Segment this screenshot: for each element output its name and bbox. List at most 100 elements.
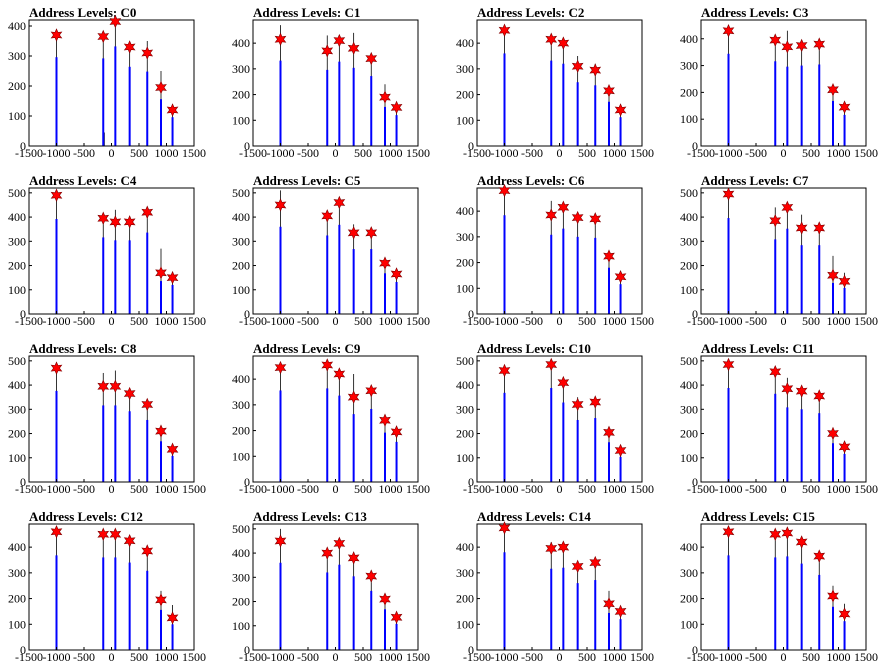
x-tick-label: 1500 xyxy=(854,482,878,496)
data-bar xyxy=(384,273,386,314)
plot-area: 0 100 200 300 400 500 -1500 -1000 -500 0 500 1000 15… xyxy=(232,186,430,328)
x-tick-label: 0 xyxy=(333,650,339,664)
data-bar xyxy=(55,555,58,650)
y-tick-label: 300 xyxy=(232,62,250,76)
data-bar xyxy=(562,228,565,314)
x-tick-label: -500 xyxy=(521,146,543,160)
y-tick-label: 300 xyxy=(456,402,474,416)
data-bar xyxy=(352,249,355,314)
x-tick-label: -1500 xyxy=(15,314,43,328)
level-marker xyxy=(166,270,179,285)
y-tick-label: 0 xyxy=(20,643,26,657)
level-marker xyxy=(498,23,511,38)
data-bar xyxy=(503,53,506,146)
x-tick-label: 500 xyxy=(130,314,148,328)
y-tick-label: 100 xyxy=(456,281,474,295)
x-tick-label: 0 xyxy=(109,650,115,664)
x-tick-label: -1000 xyxy=(43,146,71,160)
x-tick-label: -1500 xyxy=(687,482,715,496)
level-marker xyxy=(321,358,334,372)
chart-title: Address Levels: C12 xyxy=(29,509,143,524)
chart-title: Address Levels: C3 xyxy=(701,5,809,20)
chart-title: Address Levels: C8 xyxy=(29,341,137,356)
data-bar xyxy=(503,552,506,650)
data-bar xyxy=(608,101,610,146)
x-tick-label: -500 xyxy=(73,482,95,496)
x-tick-label: 500 xyxy=(578,146,596,160)
y-tick-label: 400 xyxy=(456,204,474,218)
data-bar xyxy=(326,388,329,482)
data-bar xyxy=(114,405,117,482)
data-bar xyxy=(102,405,105,482)
level-marker xyxy=(722,524,735,539)
data-bar xyxy=(279,562,282,650)
data-bar xyxy=(370,76,373,146)
level-marker xyxy=(813,549,826,563)
plot-area: 0 100 200 300 400 500 -1500 -1000 -500 0 500 1000 15… xyxy=(8,186,206,328)
x-tick-label: 1500 xyxy=(406,314,430,328)
data-bar xyxy=(800,563,803,650)
data-bar xyxy=(279,60,282,146)
level-marker xyxy=(769,33,782,47)
level-marker xyxy=(498,183,511,198)
y-tick-label: 300 xyxy=(456,62,474,76)
level-marker xyxy=(321,546,334,560)
y-tick-label: 100 xyxy=(680,451,698,465)
x-tick-label: -1000 xyxy=(43,482,71,496)
data-bar xyxy=(326,235,329,314)
y-tick-label: 100 xyxy=(456,451,474,465)
chart-panel: Address Levels: C1 0 100 200 300 400 -1500 -100… xyxy=(224,0,448,168)
x-tick-label: 1000 xyxy=(827,314,851,328)
level-marker xyxy=(769,213,782,228)
level-marker xyxy=(155,80,167,95)
x-tick-label: 0 xyxy=(557,650,563,664)
x-tick-label: -1500 xyxy=(463,314,491,328)
y-tick-label: 0 xyxy=(692,475,698,489)
x-tick-label: -1500 xyxy=(239,314,267,328)
x-tick-label: 1500 xyxy=(854,146,878,160)
level-marker xyxy=(365,51,378,66)
x-tick-label: -1500 xyxy=(463,650,491,664)
y-tick-label: 200 xyxy=(680,592,698,606)
chart-panel: Address Levels: C15 0 100 200 300 400 -1500 -10… xyxy=(672,504,896,672)
data-bar xyxy=(550,387,553,482)
y-tick-label: 100 xyxy=(456,113,474,127)
level-marker xyxy=(557,36,570,50)
data-bar xyxy=(818,413,821,482)
y-tick-label: 0 xyxy=(692,643,698,657)
x-tick-label: 1500 xyxy=(406,146,430,160)
chart-panel: Address Levels: C8 0 100 200 300 400 500 -1500-… xyxy=(0,336,224,504)
data-bar xyxy=(370,408,373,482)
level-marker xyxy=(571,59,584,74)
level-marker xyxy=(141,46,154,60)
x-tick-label: -1500 xyxy=(239,146,267,160)
level-marker xyxy=(769,527,782,542)
plot-area: 0 100 200 300 400 -1500 -1000 -500 0 500 1000 1500 xyxy=(232,19,430,160)
level-marker xyxy=(589,555,602,570)
y-tick-label: 200 xyxy=(8,592,26,606)
data-bar xyxy=(576,236,579,314)
x-tick-label: 1500 xyxy=(182,482,206,496)
x-tick-label: 0 xyxy=(109,482,115,496)
x-tick-label: 1000 xyxy=(379,314,403,328)
data-bar xyxy=(326,69,329,146)
axes-frame xyxy=(476,523,643,651)
data-bar xyxy=(774,61,777,146)
axes-frame xyxy=(28,19,195,147)
x-tick-label: 1500 xyxy=(406,650,430,664)
x-tick-label: 500 xyxy=(802,650,820,664)
x-tick-label: -500 xyxy=(297,146,319,160)
level-marker xyxy=(166,611,179,625)
y-tick-label: 300 xyxy=(680,234,698,248)
x-tick-label: -1000 xyxy=(43,650,71,664)
level-marker xyxy=(333,33,346,48)
level-marker xyxy=(109,379,122,394)
x-tick-label: 500 xyxy=(578,314,596,328)
plot-area: 0 100 200 300 400 -1500 -1000 -500 0 500 1000 1500 xyxy=(8,523,206,664)
level-marker xyxy=(614,443,627,458)
level-marker xyxy=(614,103,627,117)
data-bar xyxy=(114,557,117,650)
level-marker xyxy=(365,226,378,240)
x-tick-label: 1000 xyxy=(155,650,179,664)
x-tick-label: 500 xyxy=(578,482,596,496)
